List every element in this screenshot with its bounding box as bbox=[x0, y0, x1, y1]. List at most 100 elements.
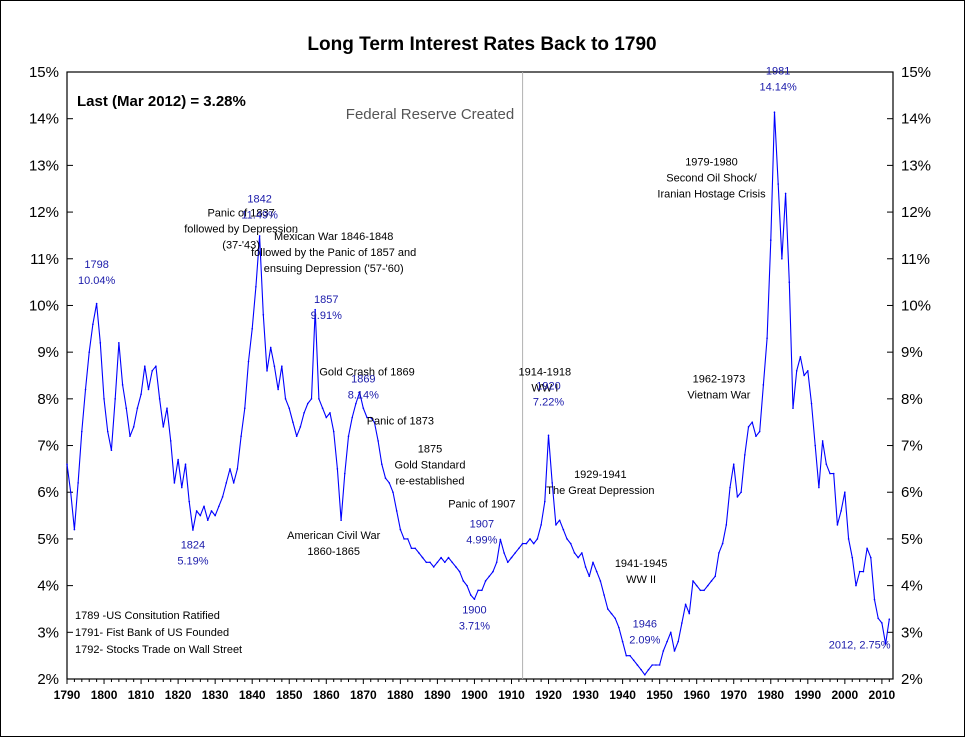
x-tick-label: 1890 bbox=[424, 688, 451, 702]
y-tick-label-left: 4% bbox=[37, 578, 59, 595]
series-point bbox=[388, 482, 391, 484]
series-point bbox=[503, 552, 505, 554]
y-tick-label-left: 13% bbox=[29, 157, 59, 174]
series-point bbox=[418, 552, 420, 554]
series-point bbox=[451, 561, 454, 564]
series-point bbox=[206, 519, 209, 522]
annotation-text: 3.71% bbox=[459, 621, 490, 633]
series-point bbox=[299, 426, 302, 428]
annotation-text: The Great Depression bbox=[546, 485, 654, 497]
series-point bbox=[129, 435, 131, 438]
series-point bbox=[610, 612, 613, 615]
series-point bbox=[506, 561, 509, 564]
annotations: Panic of 1837 followed by Depression (37-'… bbox=[78, 65, 891, 651]
series-point bbox=[825, 463, 828, 466]
series-point bbox=[818, 486, 820, 489]
series-point bbox=[236, 468, 239, 470]
x-tick-label: 2010 bbox=[869, 688, 896, 702]
series-point bbox=[362, 407, 365, 409]
series-point bbox=[84, 388, 87, 391]
series-point bbox=[810, 402, 813, 405]
annotation-text: followed by Depression bbox=[184, 224, 298, 236]
series-point bbox=[384, 477, 387, 480]
series-point bbox=[677, 640, 679, 643]
series-point bbox=[703, 589, 705, 592]
series-point bbox=[621, 640, 624, 643]
annotation-text: 8.14% bbox=[348, 390, 379, 402]
series-point bbox=[758, 430, 761, 433]
series-point bbox=[318, 398, 320, 400]
series-point bbox=[644, 673, 646, 676]
note-first-bank: 1791- Fist Bank of US Founded bbox=[75, 627, 229, 639]
series-point bbox=[462, 580, 465, 582]
series-point bbox=[599, 580, 602, 582]
annotation-text: 11.49% bbox=[241, 210, 278, 222]
y-tick-label-left: 8% bbox=[37, 391, 59, 408]
series-point bbox=[540, 524, 542, 526]
annotation-text: followed by the Panic of 1857 and bbox=[251, 247, 416, 259]
series-point bbox=[66, 463, 68, 466]
series-point bbox=[77, 482, 79, 484]
x-tick-label: 1810 bbox=[128, 688, 155, 702]
x-tick-label: 1820 bbox=[165, 688, 192, 702]
series-point bbox=[177, 458, 179, 461]
x-axis: 1790 1800 1810 1820 1830 1840 1850 1860 1870 1880… bbox=[54, 679, 896, 702]
series-point bbox=[103, 398, 105, 400]
series-point bbox=[406, 538, 409, 540]
series-point bbox=[518, 547, 520, 550]
series-point bbox=[310, 398, 313, 400]
annotation-text: 1798 bbox=[84, 259, 108, 271]
series-point bbox=[655, 664, 657, 666]
series-point bbox=[481, 589, 483, 592]
series-point bbox=[484, 580, 487, 582]
series-point bbox=[403, 538, 405, 540]
series-point bbox=[807, 370, 809, 372]
series-point bbox=[662, 650, 665, 652]
series-point bbox=[81, 430, 83, 433]
series-point bbox=[658, 664, 661, 666]
y-tick-label-right: 3% bbox=[901, 624, 923, 641]
annotation-text: 1941-1945 bbox=[615, 558, 668, 570]
x-tick-label: 1880 bbox=[387, 688, 414, 702]
y-tick-label-right: 10% bbox=[901, 297, 931, 314]
series-point bbox=[695, 584, 698, 587]
series-point bbox=[844, 491, 846, 494]
series-point bbox=[281, 365, 283, 367]
series-point bbox=[166, 407, 168, 409]
y-tick-label-right: 13% bbox=[901, 157, 931, 174]
series-point bbox=[92, 323, 94, 325]
series-point bbox=[232, 482, 235, 484]
series-point bbox=[851, 556, 854, 559]
series-point bbox=[869, 556, 872, 559]
series-point bbox=[399, 528, 402, 531]
series-point bbox=[303, 412, 305, 414]
series-point bbox=[873, 598, 876, 601]
y-tick-label-right: 8% bbox=[901, 391, 923, 408]
series-point bbox=[114, 398, 116, 400]
series-point bbox=[558, 519, 561, 522]
series-point bbox=[499, 538, 502, 541]
y-tick-label-left: 12% bbox=[29, 204, 59, 221]
series-point bbox=[821, 440, 824, 442]
annotation-text: (37-'43) bbox=[222, 240, 260, 252]
series-point bbox=[392, 491, 394, 494]
x-tick-label: 2000 bbox=[831, 688, 858, 702]
series-point bbox=[188, 500, 191, 503]
series-point bbox=[795, 370, 798, 372]
series-point bbox=[766, 337, 768, 339]
series-point bbox=[381, 463, 383, 466]
series-point bbox=[69, 491, 72, 494]
annotation-text: 1946 bbox=[633, 619, 657, 631]
series-point bbox=[369, 416, 372, 419]
y-tick-label-left: 15% bbox=[29, 64, 59, 81]
series-point bbox=[421, 556, 424, 559]
y-tick-label-right: 15% bbox=[901, 64, 931, 81]
series-point bbox=[514, 552, 516, 554]
x-tick-label: 1840 bbox=[239, 688, 266, 702]
series-point bbox=[466, 584, 468, 587]
series-point bbox=[377, 440, 379, 442]
annotation-text: 7.22% bbox=[533, 397, 564, 409]
series-point bbox=[492, 570, 494, 573]
series-point bbox=[173, 482, 176, 484]
series-point bbox=[95, 302, 98, 305]
